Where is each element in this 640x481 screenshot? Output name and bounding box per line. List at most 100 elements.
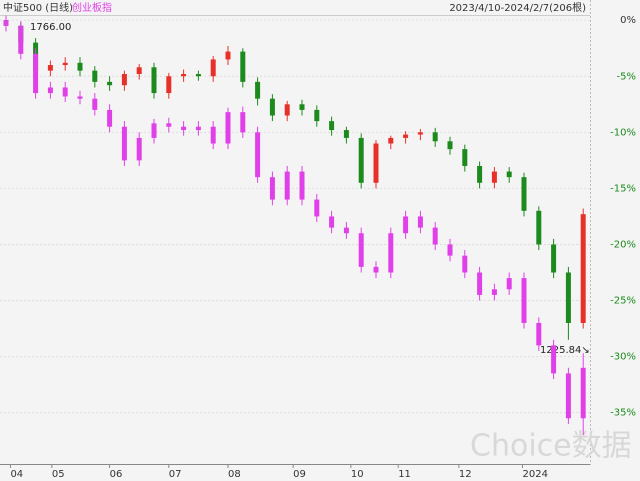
annotation: 1225.84↘	[540, 345, 590, 356]
candle-body	[3, 20, 9, 26]
candle-body	[329, 121, 335, 131]
candle-body	[195, 126, 201, 131]
candle-body	[432, 132, 438, 142]
candle-body	[210, 59, 216, 77]
x-tick-label: 07	[169, 469, 182, 480]
candle-body	[373, 143, 379, 183]
x-tick-label: 04	[10, 469, 23, 480]
candle-body	[551, 244, 557, 273]
candle-body	[477, 272, 483, 295]
x-tick-label: 12	[459, 469, 472, 480]
candle-body	[284, 171, 290, 200]
candle-body	[240, 51, 246, 82]
x-tick-label: 08	[228, 469, 241, 480]
x-tick-label: 11	[398, 469, 411, 480]
candle-body	[151, 67, 157, 94]
range-label: 2023/4/10-2024/2/7(206根)	[449, 1, 586, 14]
legend-entry: 创业板指	[72, 1, 112, 14]
candle-body	[284, 104, 290, 116]
candle-body	[506, 278, 512, 290]
candle-body	[565, 373, 571, 419]
candle-body	[181, 126, 187, 131]
candle-body	[77, 62, 83, 71]
candle-body	[329, 216, 335, 228]
candle-body	[491, 289, 497, 295]
candle-body	[225, 112, 231, 144]
candle-body	[314, 199, 320, 217]
y-tick-label: -35%	[610, 408, 636, 419]
candle-body	[299, 104, 305, 110]
candle-body	[269, 177, 275, 200]
candle-body	[521, 177, 527, 211]
annotation: 1766.00	[30, 22, 71, 33]
y-tick-label: -20%	[610, 239, 636, 250]
watermark: Choice数据	[470, 429, 632, 464]
y-tick-label: -15%	[610, 183, 636, 194]
candle-body	[107, 109, 113, 127]
candle-body	[447, 141, 453, 150]
candle-body	[62, 87, 68, 97]
candle-body	[565, 272, 571, 323]
x-tick-label: 09	[293, 469, 306, 480]
candle-body	[77, 96, 83, 99]
candle-body	[358, 137, 364, 183]
x-tick-label: 06	[110, 469, 123, 480]
candle-body	[506, 171, 512, 178]
candle-body	[255, 132, 261, 178]
candle-body	[121, 126, 127, 161]
x-tick-label: 2024	[523, 469, 548, 480]
candle-body	[551, 345, 557, 374]
candle-body	[225, 51, 231, 60]
candle-body	[447, 244, 453, 256]
candle-body	[92, 70, 98, 82]
candle-body	[417, 132, 423, 135]
candle-body	[580, 367, 586, 419]
candle-body	[403, 134, 409, 138]
candle-body	[166, 76, 172, 94]
candle-body	[136, 137, 142, 161]
candle-body	[33, 53, 39, 94]
title: 中证500 (日线)	[3, 1, 73, 14]
y-tick-label: -25%	[610, 296, 636, 307]
candle-body	[358, 233, 364, 267]
y-tick-label: 0%	[620, 15, 636, 26]
candle-body	[536, 210, 542, 245]
x-tick-label: 10	[351, 469, 364, 480]
candle-body	[373, 266, 379, 273]
x-tick-label: 05	[52, 469, 65, 480]
candle-body	[477, 165, 483, 183]
candle-body	[151, 123, 157, 138]
candle-body	[136, 67, 142, 75]
candle-body	[255, 81, 261, 99]
candle-body	[491, 171, 497, 183]
candle-body	[47, 65, 53, 71]
candle-body	[107, 81, 113, 86]
candle-body	[121, 74, 127, 86]
candle-body	[343, 227, 349, 234]
candle-body	[166, 123, 172, 127]
candle-body	[343, 130, 349, 138]
candle-body	[62, 62, 68, 66]
candle-body	[388, 137, 394, 144]
y-tick-label: -30%	[610, 352, 636, 363]
candle-body	[18, 25, 24, 54]
candle-body	[417, 216, 423, 228]
candle-body	[181, 74, 187, 77]
candle-body	[462, 255, 468, 273]
candle-body	[92, 98, 98, 110]
candle-body	[240, 112, 246, 133]
candle-body	[195, 74, 201, 77]
candle-body	[580, 214, 586, 323]
y-tick-label: -10%	[610, 127, 636, 138]
candle-body	[432, 227, 438, 245]
candle-body	[403, 216, 409, 234]
candle-body	[536, 322, 542, 346]
candle-body	[462, 149, 468, 166]
candle-body	[314, 109, 320, 122]
candle-body	[521, 278, 527, 323]
candle-body	[210, 126, 216, 144]
candle-body	[269, 98, 275, 116]
candle-body	[388, 233, 394, 273]
